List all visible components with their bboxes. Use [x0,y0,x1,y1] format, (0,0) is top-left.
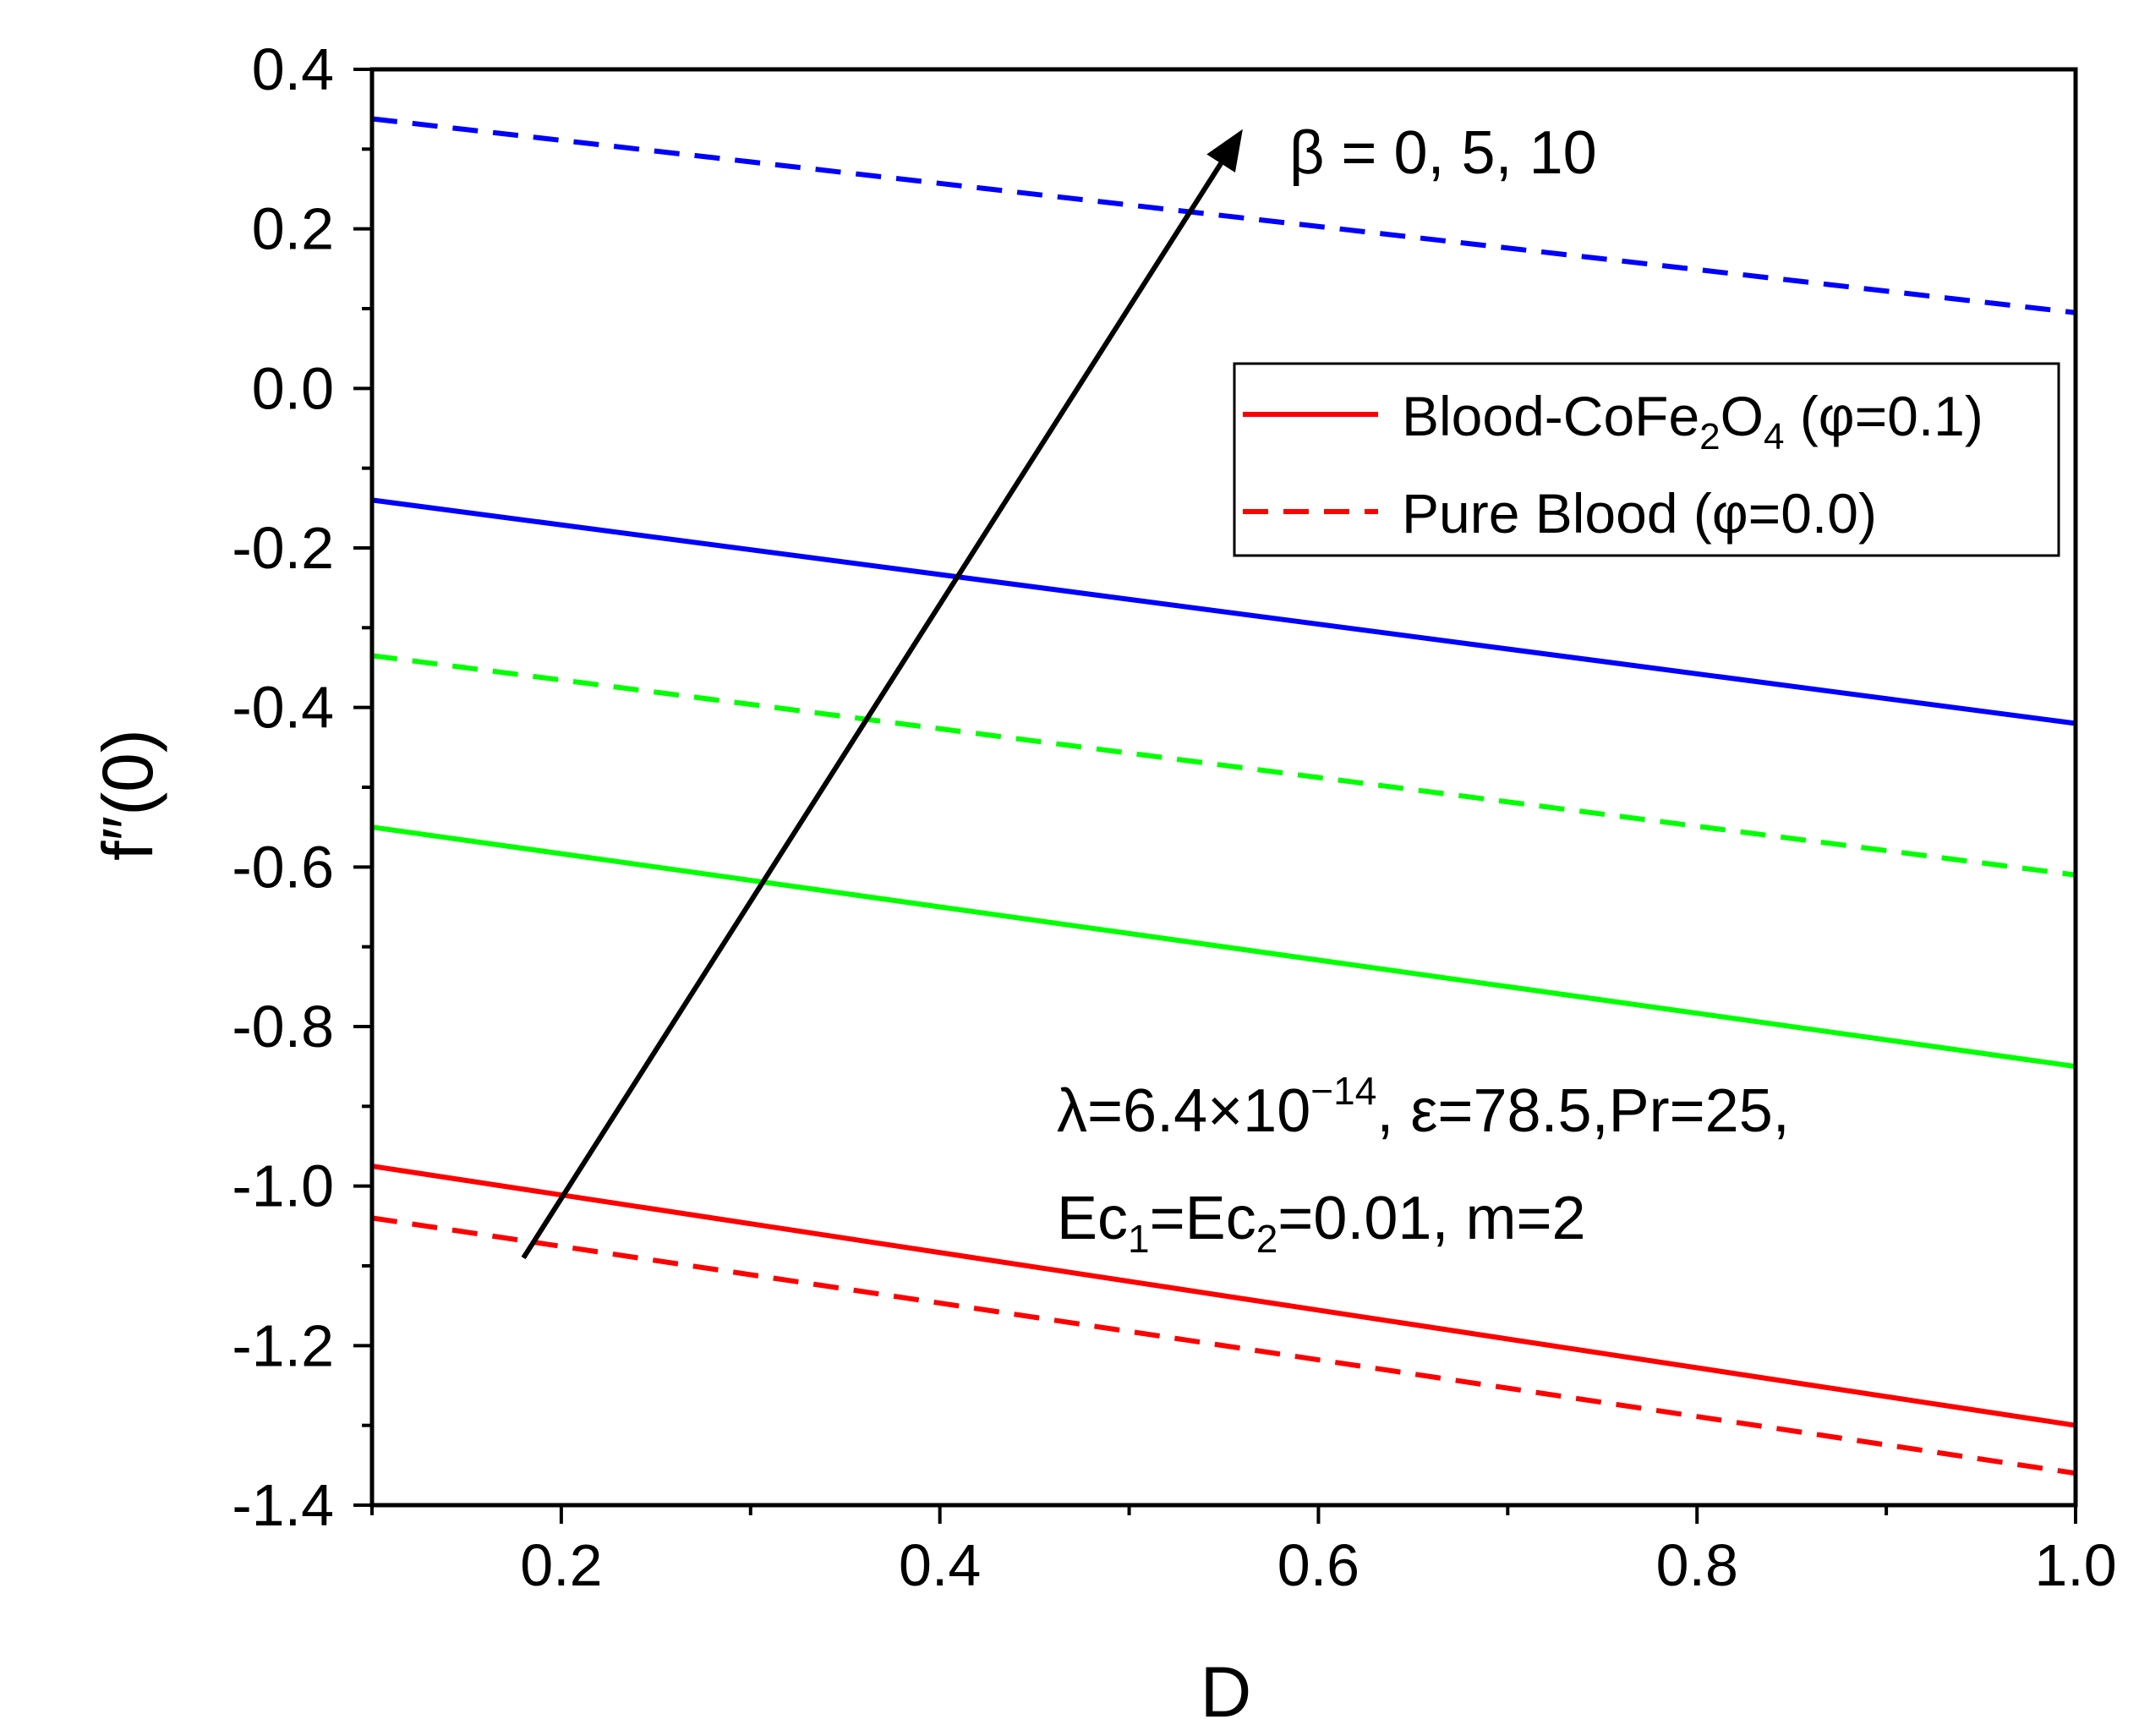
legend-label-nanofluid: Blood-CoFe2O4 (φ=0.1) [1402,385,1983,457]
y-tick-label-9: -1.2 [232,1312,334,1378]
y-tick-label-5: -0.4 [232,675,334,741]
series-line-4 [371,653,2076,878]
x-tick-label-3: 0.6 [1277,1532,1359,1598]
beta-arrow-head [1206,129,1243,173]
beta-arrow [521,129,1243,1260]
x-axis-title: D [1201,1652,1252,1732]
series-line-5 [371,497,2076,726]
series-line-6 [371,116,2076,315]
parameter-annotation-line1: λ=6.4×10−14, ε=78.5,Pr=25, [1057,1069,1790,1145]
x-tick-label-2: 0.4 [899,1532,981,1598]
y-tick-label-8: -1.0 [232,1153,334,1219]
legend: Blood-CoFe2O4 (φ=0.1) Pure Blood (φ=0.0) [1233,362,2060,557]
y-tick-label-10: -1.4 [232,1472,334,1538]
beta-arrow-label: β = 0, 5, 10 [1289,119,1597,187]
y-tick-label-2: 0.2 [252,196,334,262]
y-tick-label-3: 0.0 [252,355,334,421]
series-line-3 [371,824,2076,1070]
parameter-annotation-line2: Ec1=Ec2=0.01, m=2 [1057,1185,1586,1261]
series-layer [371,116,2076,1476]
series-line-1 [371,1164,2076,1428]
y-tick-label-6: -0.6 [232,834,334,900]
y-tick-label-1: 0.4 [252,36,334,102]
x-tick-label-4: 0.8 [1656,1532,1738,1598]
y-tick-label-7: -0.8 [232,994,334,1060]
legend-box [1233,362,2060,557]
beta-arrow-shaft [521,162,1223,1260]
plot-frame [369,67,2078,1508]
ticks-layer: 0.2 0.4 0.6 0.8 1.0 0.4 0.2 0.0 -0.2 -0.4 -0.6 -0.8… [232,36,2116,1598]
y-axis-title: f″(0) [88,729,167,861]
series-line-2 [371,1215,2076,1476]
legend-label-pure-blood: Pure Blood (φ=0.0) [1402,482,1877,545]
y-tick-label-4: -0.2 [232,515,334,581]
x-tick-label-1: 0.2 [520,1532,602,1598]
x-tick-label-5: 1.0 [2034,1532,2116,1598]
